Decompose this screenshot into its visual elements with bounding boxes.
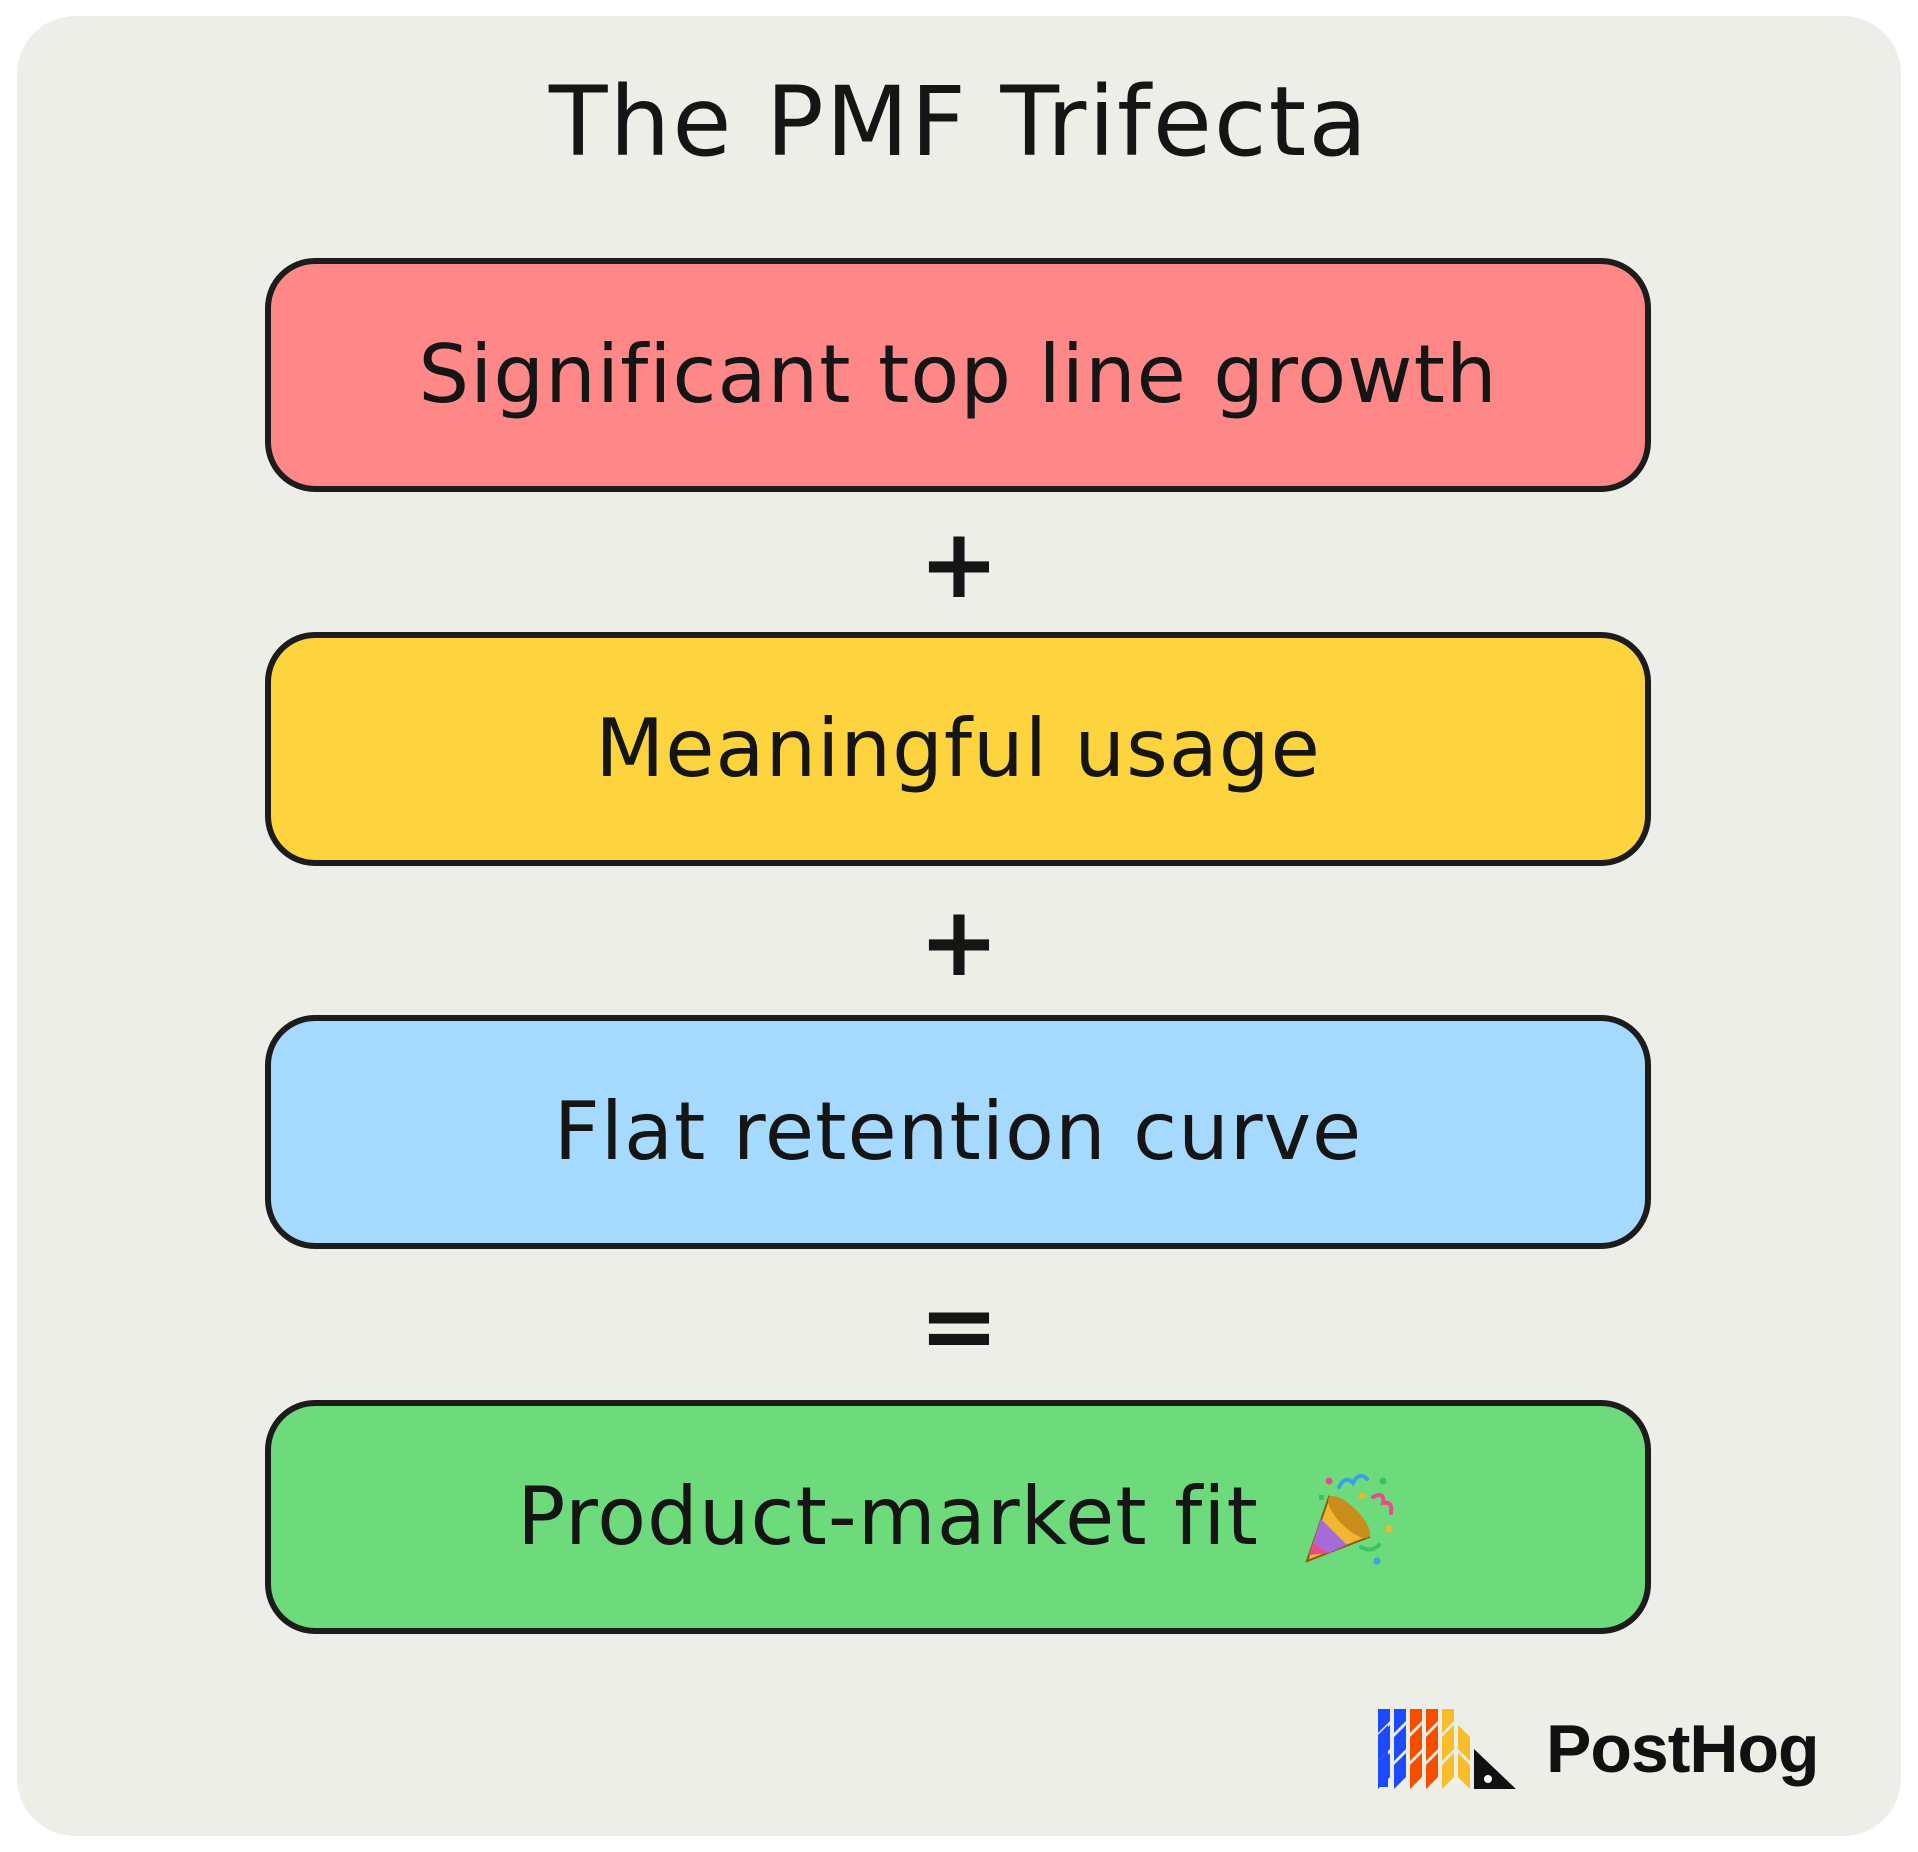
plus-operator: + — [918, 508, 1000, 620]
posthog-wordmark: PostHog — [1546, 1711, 1820, 1787]
step-box-top-line-growth: Significant top line growth — [265, 258, 1651, 492]
step-box-flat-retention: Flat retention curve — [265, 1015, 1651, 1249]
result-box-product-market-fit: Product-market fit — [265, 1400, 1651, 1634]
result-label: Product-market fit — [517, 1470, 1259, 1563]
step-label: Flat retention curve — [553, 1085, 1363, 1178]
step-box-meaningful-usage: Meaningful usage — [265, 632, 1651, 866]
posthog-logo: PostHog — [1378, 1704, 1820, 1794]
party-popper-icon — [1305, 1473, 1394, 1565]
plus-operator: + — [918, 886, 1000, 998]
diagram-title: The PMF Trifecta — [548, 66, 1370, 178]
step-label: Significant top line growth — [418, 328, 1498, 421]
step-label: Meaningful usage — [595, 702, 1321, 795]
equals-operator: = — [918, 1270, 1000, 1382]
posthog-logo-icon — [1378, 1709, 1516, 1789]
